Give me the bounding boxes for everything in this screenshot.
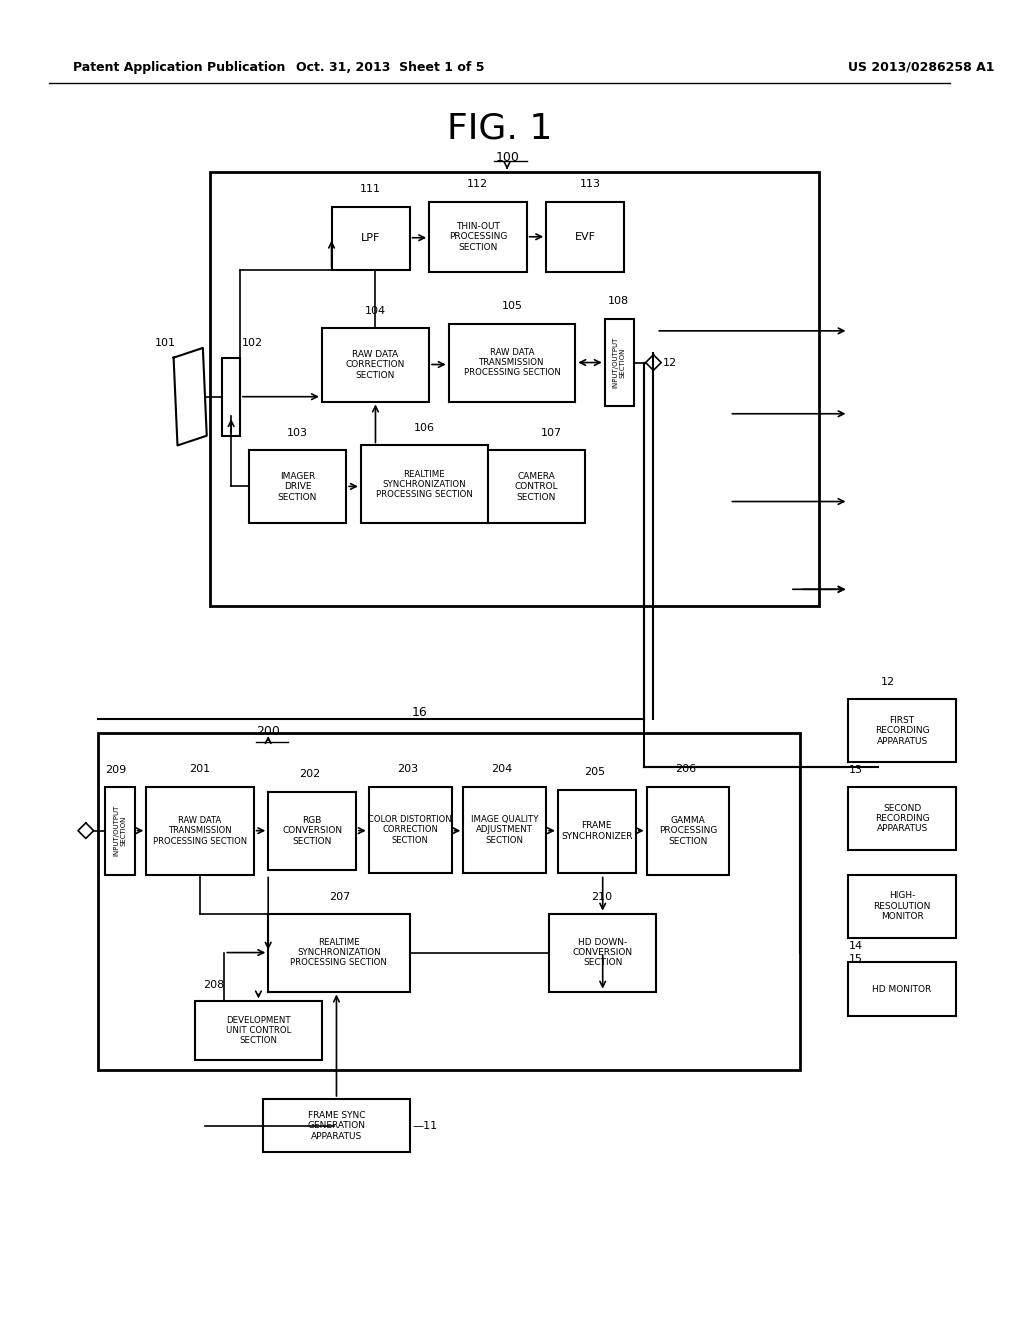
Text: 12: 12 <box>881 677 895 688</box>
Bar <box>263 1098 410 1152</box>
Text: US 2013/0286258 A1: US 2013/0286258 A1 <box>849 61 995 74</box>
Bar <box>449 323 575 401</box>
Text: 208: 208 <box>203 979 224 990</box>
Text: INPUT/OUTPUT
SECTION: INPUT/OUTPUT SECTION <box>612 337 626 388</box>
Text: GAMMA
PROCESSING
SECTION: GAMMA PROCESSING SECTION <box>658 816 717 846</box>
Text: SECOND
RECORDING
APPARATUS: SECOND RECORDING APPARATUS <box>874 804 930 833</box>
Text: 203: 203 <box>397 764 418 774</box>
Text: REALTIME
SYNCHRONIZATION
PROCESSING SECTION: REALTIME SYNCHRONIZATION PROCESSING SECT… <box>291 937 387 968</box>
Text: FRAME SYNC
GENERATION
APPARATUS: FRAME SYNC GENERATION APPARATUS <box>307 1110 366 1140</box>
Bar <box>332 206 410 269</box>
Text: 16: 16 <box>412 705 427 718</box>
Bar <box>369 787 452 873</box>
Text: 112: 112 <box>467 180 488 189</box>
Bar <box>322 329 429 401</box>
Text: RGB
CONVERSION
SECTION: RGB CONVERSION SECTION <box>282 816 342 846</box>
Text: IMAGER
DRIVE
SECTION: IMAGER DRIVE SECTION <box>278 473 317 502</box>
Text: 106: 106 <box>414 422 435 433</box>
Bar <box>249 450 346 524</box>
Bar <box>222 358 240 436</box>
Text: 201: 201 <box>189 764 211 774</box>
Bar <box>463 787 546 873</box>
Bar <box>360 445 487 524</box>
Bar <box>487 450 585 524</box>
Bar <box>549 913 656 991</box>
Bar <box>604 318 634 407</box>
Text: 103: 103 <box>287 428 308 438</box>
Text: FRAME
SYNCHRONIZER: FRAME SYNCHRONIZER <box>561 821 633 841</box>
Text: INPUT/OUTPUT
SECTION: INPUT/OUTPUT SECTION <box>114 805 126 857</box>
Bar <box>195 1002 322 1060</box>
Bar <box>429 202 526 272</box>
Text: COLOR DISTORTION
CORRECTION
SECTION: COLOR DISTORTION CORRECTION SECTION <box>369 814 452 845</box>
Bar <box>558 789 636 873</box>
Bar <box>546 202 625 272</box>
Bar <box>849 962 955 1016</box>
Text: 104: 104 <box>365 306 386 315</box>
Text: 209: 209 <box>105 766 127 775</box>
Bar <box>849 875 955 939</box>
Text: HD MONITOR: HD MONITOR <box>872 985 932 994</box>
Text: 210: 210 <box>591 892 612 902</box>
Text: 12: 12 <box>664 358 677 367</box>
Bar <box>210 173 819 606</box>
Bar <box>97 733 800 1069</box>
Text: REALTIME
SYNCHRONIZATION
PROCESSING SECTION: REALTIME SYNCHRONIZATION PROCESSING SECT… <box>376 470 473 499</box>
Text: RAW DATA
CORRECTION
SECTION: RAW DATA CORRECTION SECTION <box>346 350 406 380</box>
Text: —11: —11 <box>413 1121 437 1131</box>
Text: 205: 205 <box>585 767 605 777</box>
Text: 202: 202 <box>299 770 321 779</box>
Bar <box>646 787 729 875</box>
Text: RAW DATA
TRANSMISSION
PROCESSING SECTION: RAW DATA TRANSMISSION PROCESSING SECTION <box>464 347 560 378</box>
Bar <box>268 792 356 870</box>
Text: 204: 204 <box>492 764 513 774</box>
Polygon shape <box>174 348 207 445</box>
Text: 102: 102 <box>242 338 263 348</box>
Text: 15: 15 <box>849 954 862 965</box>
Text: 207: 207 <box>329 892 350 902</box>
Text: 105: 105 <box>502 301 522 312</box>
Text: 200: 200 <box>256 725 281 738</box>
Text: 113: 113 <box>580 180 600 189</box>
Text: DEVELOPMENT
UNIT CONTROL
SECTION: DEVELOPMENT UNIT CONTROL SECTION <box>225 1015 291 1045</box>
Text: 108: 108 <box>607 296 629 306</box>
Text: CAMERA
CONTROL
SECTION: CAMERA CONTROL SECTION <box>515 473 558 502</box>
Bar <box>146 787 254 875</box>
Text: 111: 111 <box>360 183 381 194</box>
Text: 14: 14 <box>849 941 862 950</box>
Text: Patent Application Publication: Patent Application Publication <box>73 61 286 74</box>
Text: FIG. 1: FIG. 1 <box>446 111 552 145</box>
Text: 107: 107 <box>542 428 562 438</box>
Text: HD DOWN-
CONVERSION
SECTION: HD DOWN- CONVERSION SECTION <box>572 937 633 968</box>
Text: FIRST
RECORDING
APPARATUS: FIRST RECORDING APPARATUS <box>874 715 930 746</box>
Text: THIN-OUT
PROCESSING
SECTION: THIN-OUT PROCESSING SECTION <box>449 222 507 252</box>
Text: EVF: EVF <box>574 232 596 242</box>
Bar <box>268 913 410 991</box>
Text: 100: 100 <box>496 152 519 164</box>
Text: HIGH-
RESOLUTION
MONITOR: HIGH- RESOLUTION MONITOR <box>873 891 931 921</box>
Text: RAW DATA
TRANSMISSION
PROCESSING SECTION: RAW DATA TRANSMISSION PROCESSING SECTION <box>153 816 247 846</box>
Text: LPF: LPF <box>360 234 380 243</box>
Text: IMAGE QUALITY
ADJUSTMENT
SECTION: IMAGE QUALITY ADJUSTMENT SECTION <box>471 814 539 845</box>
Text: 206: 206 <box>675 764 696 774</box>
Bar <box>849 700 955 763</box>
Bar <box>849 787 955 850</box>
Text: 101: 101 <box>156 338 176 348</box>
Text: Oct. 31, 2013  Sheet 1 of 5: Oct. 31, 2013 Sheet 1 of 5 <box>296 61 484 74</box>
Bar <box>105 787 134 875</box>
Text: 13: 13 <box>849 766 862 775</box>
